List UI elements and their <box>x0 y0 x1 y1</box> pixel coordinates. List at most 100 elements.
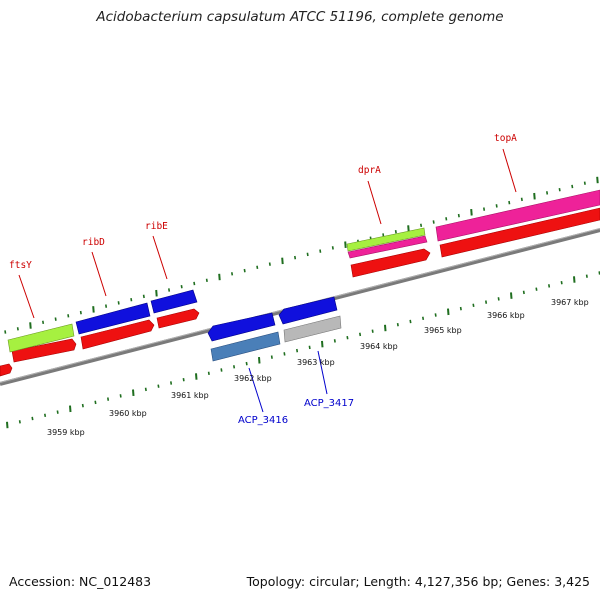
scale-tick <box>218 273 221 281</box>
scale-tick <box>533 192 536 200</box>
scale-tick <box>420 223 423 228</box>
scale-tick <box>16 327 19 331</box>
scale-tick <box>193 281 196 286</box>
scale-tick <box>268 262 271 266</box>
kbp-label: 3967 kbp <box>551 298 589 307</box>
gene-lime-dprA[interactable] <box>346 227 426 252</box>
scale-tick <box>258 357 261 364</box>
forward-strand-genes <box>0 189 600 377</box>
gene-blue-ribE[interactable] <box>150 289 198 314</box>
gene-label-dprA: dprA <box>358 165 381 176</box>
scale-tick <box>522 290 525 295</box>
scale-tick <box>483 207 486 211</box>
scale-tick <box>155 289 158 297</box>
scale-tick <box>306 252 309 257</box>
gene-red-ftsY[interactable] <box>11 338 77 363</box>
scale-tick <box>56 410 59 414</box>
gene-blue-ACP_3416[interactable] <box>207 312 276 342</box>
gene-red-topA[interactable] <box>439 207 600 258</box>
scale-tick <box>382 233 385 237</box>
scale-tick <box>180 284 183 289</box>
scale-tick <box>42 320 45 325</box>
gene-pink-dprA[interactable] <box>347 235 428 259</box>
gene-lime-ftsY[interactable] <box>7 323 75 353</box>
kbp-label: 3963 kbp <box>297 358 335 367</box>
scale-tick <box>459 306 462 311</box>
scale-tick <box>6 421 9 429</box>
scale-tick <box>571 184 574 189</box>
scale-tick <box>168 288 171 292</box>
scale-tick <box>359 332 362 337</box>
label-leaders <box>18 148 517 413</box>
accession-text: Accession: NC_012483 <box>9 574 152 589</box>
scale-tick <box>333 339 336 343</box>
scale-tick <box>220 368 223 372</box>
scale-tick <box>447 308 450 316</box>
gene-blue-ribD[interactable] <box>75 302 151 335</box>
scale-tick <box>18 420 21 424</box>
genome-summary-text: Topology: circular; Length: 4,127,356 bp… <box>246 574 590 589</box>
scale-tick <box>485 300 488 304</box>
scale-tick <box>107 397 110 401</box>
scale-tick <box>546 191 549 195</box>
gene-pink-topA[interactable] <box>435 189 600 242</box>
scale-tick <box>497 297 500 301</box>
scale-tick <box>508 200 511 205</box>
scale-tick <box>105 304 108 308</box>
scale-tick <box>283 352 286 356</box>
scale-tick <box>331 246 334 250</box>
scale-tick <box>119 394 122 398</box>
gene-red-ribD[interactable] <box>80 319 155 350</box>
scale-tick <box>457 213 460 218</box>
gene-steel-ACP_3416[interactable] <box>210 331 281 362</box>
scale-tick <box>573 276 576 283</box>
gene-red-dprA[interactable] <box>350 248 431 278</box>
scale-tick <box>308 345 311 350</box>
scale-tick <box>29 322 32 329</box>
scale-tick <box>470 209 473 216</box>
scale-tick <box>319 249 322 253</box>
scale-tick <box>396 322 399 327</box>
gene-label-ftsY: ftsY <box>9 260 32 271</box>
scale-tick <box>67 314 70 318</box>
scale-tick <box>117 301 120 305</box>
kbp-labels: 3959 kbp 3960 kbp 3961 kbp 3962 kbp 3963… <box>47 298 589 437</box>
scale-tick <box>434 313 437 317</box>
kbp-label: 3961 kbp <box>171 391 209 400</box>
scale-tick <box>472 303 475 308</box>
scale-tick <box>394 229 397 234</box>
scale-tick <box>535 287 538 291</box>
scale-tick <box>281 257 284 265</box>
gene-blue-ACP_3417[interactable] <box>278 296 338 325</box>
lower-tick-track <box>6 271 600 429</box>
reverse-strand-genes <box>207 296 342 362</box>
scale-tick <box>94 400 97 405</box>
scale-tick <box>243 268 246 273</box>
scale-tick <box>445 217 448 221</box>
scale-tick <box>233 365 236 369</box>
gene-red-ribE[interactable] <box>156 308 200 329</box>
scale-tick <box>4 330 7 334</box>
scale-tick <box>79 310 82 315</box>
scale-tick <box>157 384 160 388</box>
scale-tick <box>207 371 210 376</box>
scale-tick <box>558 187 561 192</box>
kbp-label: 3965 kbp <box>424 326 462 335</box>
scale-tick <box>69 405 72 413</box>
gene-label-topA: topA <box>494 133 517 144</box>
scale-tick <box>256 265 259 270</box>
gene-label-ribD: ribD <box>82 237 105 248</box>
kbp-label: 3964 kbp <box>360 342 398 351</box>
scale-tick <box>144 387 147 392</box>
scale-tick <box>407 225 410 232</box>
gene-grey-ACP_3417[interactable] <box>283 315 342 343</box>
scale-tick <box>583 181 586 185</box>
kbp-label: 3962 kbp <box>234 374 272 383</box>
scale-tick <box>560 280 563 285</box>
scale-tick <box>548 284 551 288</box>
kbp-label: 3966 kbp <box>487 311 525 320</box>
scale-tick <box>510 292 513 299</box>
scale-tick <box>195 373 198 380</box>
gene-red-1[interactable] <box>0 363 13 377</box>
